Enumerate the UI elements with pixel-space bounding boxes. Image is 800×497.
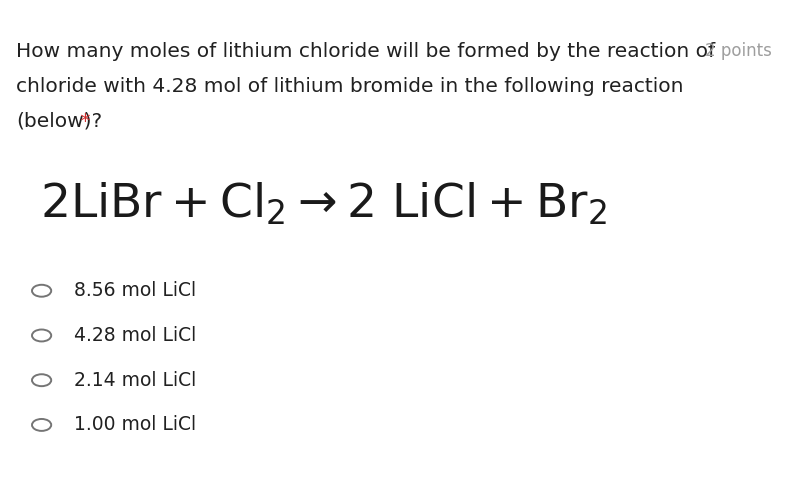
Text: *: * [74,112,90,131]
Text: chloride with 4.28 mol of lithium bromide in the following reaction: chloride with 4.28 mol of lithium bromid… [16,77,683,96]
Text: 4.28 mol LiCl: 4.28 mol LiCl [74,326,196,345]
Text: 2 points: 2 points [705,42,772,60]
Text: How many moles of lithium chloride will be formed by the reaction of: How many moles of lithium chloride will … [16,42,715,61]
Text: (below)?: (below)? [16,112,102,131]
Text: 2.14 mol LiCl: 2.14 mol LiCl [74,371,196,390]
Text: 1.00 mol LiCl: 1.00 mol LiCl [74,415,196,434]
Text: $\mathsf{2LiBr + Cl_2 \rightarrow 2\ LiCl + Br_2}$: $\mathsf{2LiBr + Cl_2 \rightarrow 2\ LiC… [40,181,607,228]
Text: 8.56 mol LiCl: 8.56 mol LiCl [74,281,196,300]
